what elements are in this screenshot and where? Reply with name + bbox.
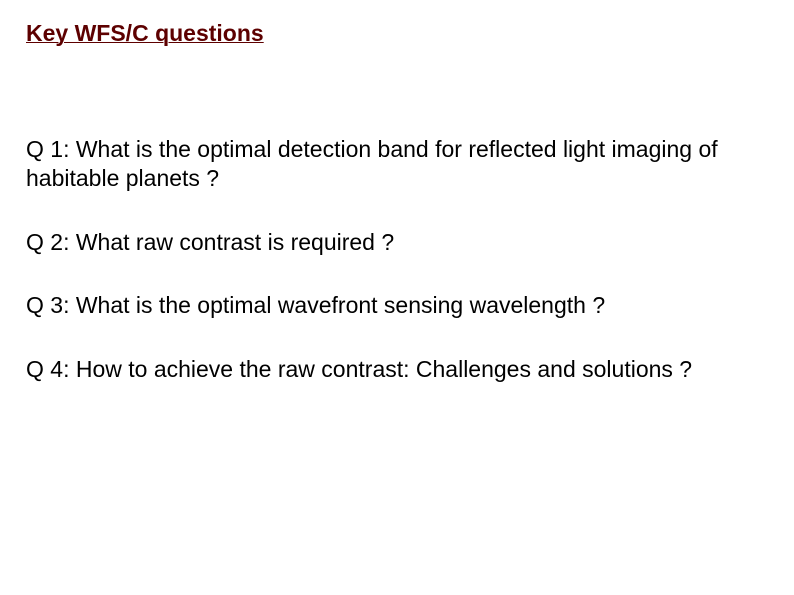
slide-title: Key WFS/C questions [26,20,768,47]
question-3: Q 3: What is the optimal wavefront sensi… [26,291,726,320]
question-4: Q 4: How to achieve the raw contrast: Ch… [26,355,726,384]
question-2: Q 2: What raw contrast is required ? [26,228,726,257]
slide-body: Q 1: What is the optimal detection band … [26,135,768,384]
question-1: Q 1: What is the optimal detection band … [26,135,726,193]
slide: Key WFS/C questions Q 1: What is the opt… [0,0,794,595]
